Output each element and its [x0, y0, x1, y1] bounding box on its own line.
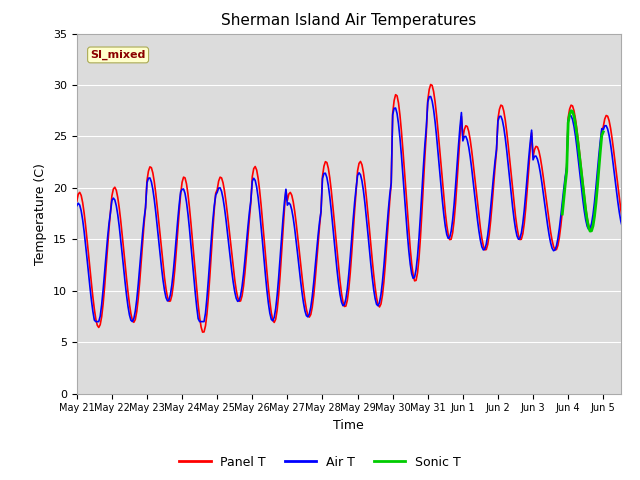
Legend: Panel T, Air T, Sonic T: Panel T, Air T, Sonic T [174, 451, 466, 474]
Text: SI_mixed: SI_mixed [90, 50, 146, 60]
X-axis label: Time: Time [333, 419, 364, 432]
Y-axis label: Temperature (C): Temperature (C) [35, 163, 47, 264]
Title: Sherman Island Air Temperatures: Sherman Island Air Temperatures [221, 13, 476, 28]
